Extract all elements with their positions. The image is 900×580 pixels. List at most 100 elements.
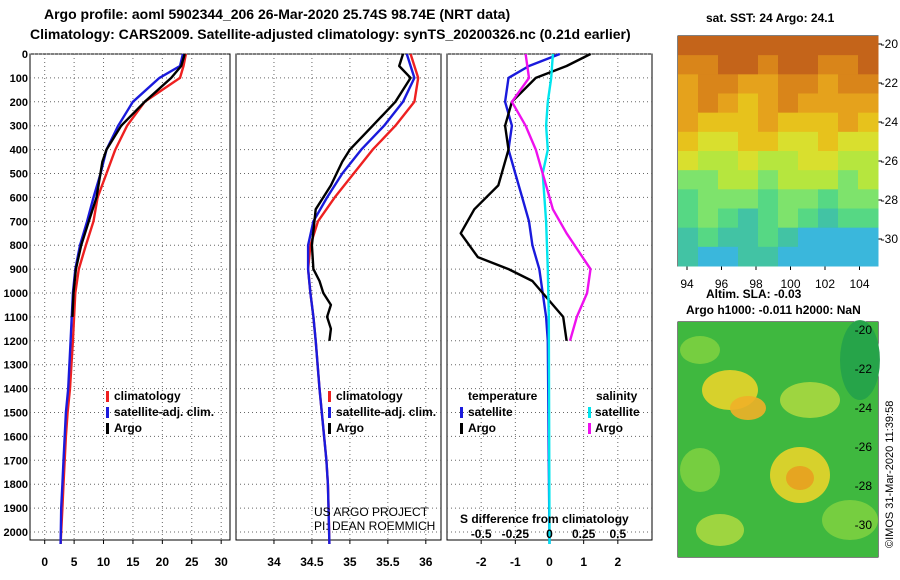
- sst-lon-label: 102: [815, 277, 835, 291]
- sst-map-cell: [838, 151, 859, 171]
- sst-map-cell: [698, 208, 719, 229]
- depth-tick-label: 1500: [4, 408, 28, 420]
- sst-map-cell: [718, 74, 739, 94]
- sst-map-cell: [798, 74, 819, 94]
- legend-swatch: [328, 391, 331, 402]
- temp-tick-label: 0: [41, 555, 48, 569]
- sst-map-cell: [838, 189, 859, 209]
- sst-map-cell: [858, 208, 879, 229]
- sst-map-cell: [798, 227, 819, 248]
- sla-map-title: Altim. SLA: -0.03: [706, 287, 802, 301]
- sst-map-cell: [738, 208, 759, 229]
- legend-label: climatology: [336, 389, 403, 403]
- legend-temp-argo: Argo: [468, 421, 496, 435]
- legend-label: Argo: [336, 421, 364, 435]
- sst-map-cell: [838, 131, 859, 152]
- legend-temperature-header: temperature: [468, 389, 538, 403]
- sst-map-cell: [758, 208, 779, 229]
- sst-map-cell: [778, 112, 799, 133]
- sal-tick-label: 36: [419, 555, 433, 569]
- temp-tick-label: 25: [185, 555, 199, 569]
- sst-map-cell: [718, 246, 739, 267]
- depth-tick-label: 100: [10, 73, 28, 85]
- sal-tick-label: 34.5: [300, 555, 324, 569]
- sst-map-cell: [798, 131, 819, 152]
- diff-salinity-tick-label: 0: [546, 527, 553, 541]
- sst-map-cell: [718, 170, 739, 190]
- legend-swatch: [328, 423, 331, 434]
- sst-map-cell: [718, 151, 739, 171]
- sst-map-cell: [718, 189, 739, 209]
- sst-map-cell: [858, 55, 879, 75]
- sst-map-cell: [778, 151, 799, 171]
- profile-line-climatology: [306, 53, 420, 545]
- sst-map-cell: [758, 93, 779, 114]
- depth-tick-label: 500: [10, 169, 28, 181]
- temp-tick-label: 30: [214, 555, 228, 569]
- sst-lat-label: -20: [881, 37, 899, 51]
- sst-map-cell: [718, 36, 739, 56]
- sst-map-cell: [798, 208, 819, 229]
- title-line-2: Climatology: CARS2009. Satellite-adjuste…: [30, 26, 631, 42]
- sst-map-image: [678, 36, 879, 267]
- depth-tick-label: 1400: [4, 384, 28, 396]
- sst-map-cell: [838, 246, 859, 267]
- sst-map-cell: [818, 74, 839, 94]
- sst-map-cell: [818, 112, 839, 133]
- sst-map-cell: [678, 189, 699, 209]
- sst-lon-label: 94: [680, 277, 694, 291]
- depth-tick-label: 1300: [4, 360, 28, 372]
- sst-map-cell: [718, 227, 739, 248]
- sst-map-cell: [858, 74, 879, 94]
- depth-tick-label: 2000: [4, 527, 28, 539]
- sst-map-cell: [798, 93, 819, 114]
- sst-map-cell: [758, 112, 779, 133]
- profile-line-climatology: [59, 53, 188, 545]
- sst-map-cell: [758, 74, 779, 94]
- sst-map-cell: [858, 151, 879, 171]
- legend-swatch: [106, 407, 109, 418]
- sst-map-cell: [738, 170, 759, 190]
- sst-lon-label: 96: [715, 277, 729, 291]
- diff-salinity-tick-label: -0.5: [471, 527, 492, 541]
- depth-tick-label: 700: [10, 216, 28, 228]
- sst-map-cell: [818, 170, 839, 190]
- sst-map-cell: [858, 227, 879, 248]
- sst-map-cell: [678, 170, 699, 190]
- sst-map-cell: [838, 227, 859, 248]
- sst-map-cell: [778, 246, 799, 267]
- temp-tick-label: 5: [71, 555, 78, 569]
- sst-map-cell: [758, 151, 779, 171]
- profile-line-salinity-argo: [510, 53, 592, 342]
- legend-swatch: [588, 423, 591, 434]
- legend-swatch: [106, 423, 109, 434]
- temp-tick-label: 20: [156, 555, 170, 569]
- sst-map-cell: [818, 151, 839, 171]
- sst-map-cell: [738, 131, 759, 152]
- sst-map-cell: [818, 246, 839, 267]
- depth-tick-label: 800: [10, 240, 28, 252]
- sst-map-cell: [698, 189, 719, 209]
- sst-map-cell: [758, 189, 779, 209]
- profile-line-argo: [71, 53, 186, 317]
- sst-map-cell: [678, 74, 699, 94]
- sst-map-cell: [698, 227, 719, 248]
- sst-map-cell: [798, 36, 819, 56]
- depth-tick-label: 1100: [4, 312, 28, 324]
- legend-label: satellite-adj. clim.: [336, 405, 436, 419]
- sst-map-cell: [678, 93, 699, 114]
- sst-map-cell: [798, 246, 819, 267]
- sla-map-blob: [786, 466, 814, 490]
- credit-pi: PI: DEAN ROEMMICH: [314, 519, 435, 533]
- sst-map-cell: [798, 189, 819, 209]
- sst-map-cell: [698, 55, 719, 75]
- sst-map-cell: [678, 36, 699, 56]
- sst-map-cell: [738, 93, 759, 114]
- depth-tick-label: 600: [10, 192, 28, 204]
- sst-map-cell: [738, 246, 759, 267]
- depth-tick-label: 900: [10, 264, 28, 276]
- sst-map-cell: [678, 151, 699, 171]
- legend-temp-satellite: satellite: [468, 405, 513, 419]
- sst-map-cell: [798, 170, 819, 190]
- diff-salinity-tick-label: 0.5: [609, 527, 626, 541]
